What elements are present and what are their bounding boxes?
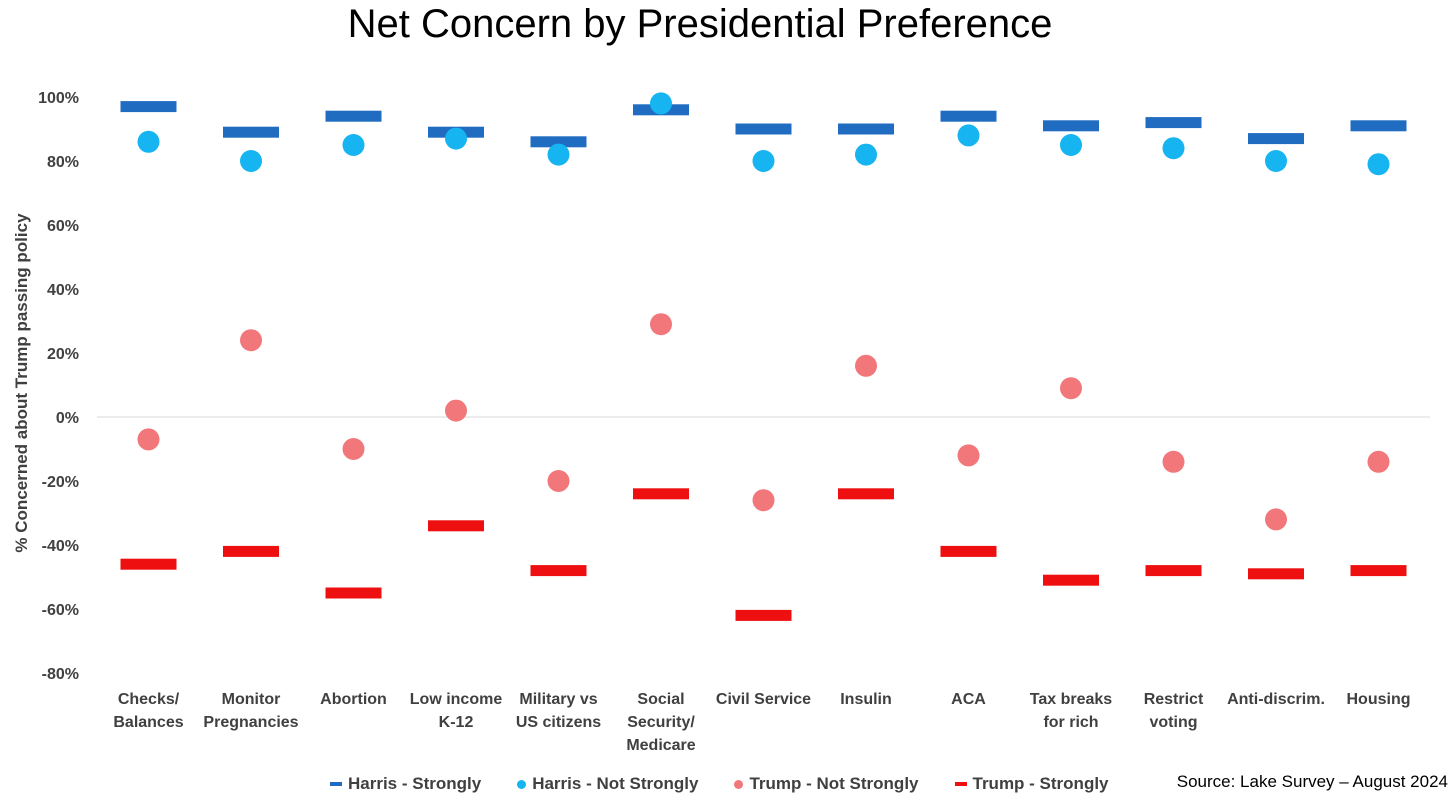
mark-trump-not-strongly <box>547 470 570 492</box>
mark-trump-not-strongly <box>240 329 262 352</box>
y-tick-label: 40% <box>47 282 79 299</box>
mark-harris-not-strongly <box>650 92 672 115</box>
x-tick-label: Checks/ <box>118 691 180 708</box>
mark-harris-not-strongly <box>547 143 570 166</box>
mark-trump-strongly <box>325 587 382 599</box>
mark-trump-strongly <box>940 545 997 557</box>
x-tick-label: Tax breaks <box>1030 691 1113 708</box>
legend-swatch-harris-not-strongly <box>517 779 527 789</box>
mark-harris-strongly <box>940 110 997 122</box>
x-tick-label: Abortion <box>320 691 387 708</box>
mark-harris-strongly <box>1248 133 1304 145</box>
x-tick-label: Housing <box>1347 691 1411 708</box>
y-tick-label: -40% <box>42 538 79 555</box>
y-tick-label: 60% <box>47 218 79 235</box>
legend-item-harris-not-strongly: Harris - Not Strongly <box>517 774 698 794</box>
mark-harris-strongly <box>838 123 894 135</box>
mark-harris-strongly <box>735 123 792 135</box>
mark-harris-not-strongly <box>445 127 467 150</box>
mark-trump-not-strongly <box>855 354 877 377</box>
mark-harris-strongly <box>530 136 587 148</box>
legend-label-trump-strongly: Trump - Strongly <box>972 774 1109 793</box>
legend-swatch-trump-strongly <box>954 782 967 786</box>
mark-trump-not-strongly <box>752 489 775 512</box>
y-tick-label: 80% <box>47 154 79 171</box>
mark-harris-not-strongly <box>342 134 365 156</box>
chart-title: Net Concern by Presidential Preference <box>347 2 1053 46</box>
x-tick-label: Social <box>637 691 684 708</box>
mark-harris-not-strongly <box>240 150 262 172</box>
mark-harris-strongly <box>223 126 279 138</box>
x-tick-label: ACA <box>951 691 986 708</box>
y-tick-label: -20% <box>42 474 79 491</box>
y-tick-label: 20% <box>47 346 79 363</box>
x-tick-label: Restrict <box>1144 691 1204 708</box>
mark-harris-strongly <box>120 101 177 113</box>
y-tick-label: 0% <box>56 410 79 427</box>
mark-trump-strongly <box>735 609 792 621</box>
x-tick-label: K-12 <box>439 714 474 731</box>
source-note: Source: Lake Survey – August 2024 <box>1176 772 1448 791</box>
y-tick-label: -60% <box>42 602 79 619</box>
legend-item-trump-not-strongly: Trump - Not Strongly <box>734 774 919 794</box>
mark-harris-not-strongly <box>855 143 877 166</box>
mark-trump-strongly <box>223 545 279 557</box>
mark-trump-not-strongly <box>137 428 160 451</box>
legend-label-harris-not-strongly: Harris - Not Strongly <box>532 774 699 793</box>
x-tick-label: Medicare <box>626 737 695 754</box>
legend-swatch-trump-not-strongly <box>734 779 744 789</box>
mark-trump-strongly <box>120 558 177 570</box>
mark-harris-not-strongly <box>137 130 160 153</box>
mark-trump-strongly <box>1248 568 1304 580</box>
mark-trump-not-strongly <box>1265 508 1287 531</box>
mark-trump-not-strongly <box>445 399 467 422</box>
mark-trump-not-strongly <box>957 444 980 467</box>
mark-trump-strongly <box>428 520 484 532</box>
x-tick-label: Pregnancies <box>203 714 298 731</box>
mark-harris-strongly <box>325 110 382 122</box>
mark-trump-strongly <box>1043 574 1099 586</box>
x-tick-label: Low income <box>410 691 503 708</box>
mark-trump-not-strongly <box>342 438 365 460</box>
x-tick-label: Balances <box>113 714 183 731</box>
mark-harris-not-strongly <box>752 150 775 172</box>
y-tick-label: 100% <box>38 90 79 107</box>
mark-harris-not-strongly <box>957 124 980 147</box>
mark-trump-not-strongly <box>1162 450 1185 473</box>
mark-trump-strongly <box>530 565 587 577</box>
legend-item-trump-strongly: Trump - Strongly <box>954 774 1109 794</box>
x-tick-label: Monitor <box>222 691 281 708</box>
mark-harris-strongly <box>1350 120 1407 132</box>
mark-harris-not-strongly <box>1060 134 1082 156</box>
mark-harris-strongly <box>1145 117 1202 129</box>
legend-label-trump-not-strongly: Trump - Not Strongly <box>749 774 919 793</box>
mark-trump-strongly <box>838 488 894 500</box>
mark-trump-strongly <box>1350 565 1407 577</box>
x-tick-label: Civil Service <box>716 691 811 708</box>
legend-swatch-harris-strongly <box>330 782 342 786</box>
legend-item-harris-strongly: Harris - Strongly <box>330 774 481 794</box>
mark-trump-not-strongly <box>1367 450 1390 473</box>
x-tick-label: Security/ <box>627 714 695 731</box>
chart-legend: Harris - Strongly Harris - Not Strongly … <box>330 772 1109 796</box>
x-tick-label: for rich <box>1043 714 1098 731</box>
x-tick-label: Anti-discrim. <box>1227 691 1325 708</box>
legend-label-harris-strongly: Harris - Strongly <box>348 774 482 793</box>
mark-trump-strongly <box>633 488 689 500</box>
x-tick-label: Military vs <box>519 691 597 708</box>
mark-harris-not-strongly <box>1162 137 1185 160</box>
mark-harris-strongly <box>1043 120 1099 132</box>
mark-trump-strongly <box>1145 565 1202 577</box>
x-tick-label: Insulin <box>840 691 892 708</box>
mark-trump-not-strongly <box>1060 377 1082 400</box>
x-tick-label: voting <box>1150 714 1198 731</box>
y-tick-label: -80% <box>42 666 79 683</box>
mark-harris-not-strongly <box>1367 153 1390 176</box>
mark-harris-not-strongly <box>1265 150 1287 172</box>
x-tick-label: US citizens <box>516 714 601 731</box>
mark-trump-not-strongly <box>650 313 672 336</box>
